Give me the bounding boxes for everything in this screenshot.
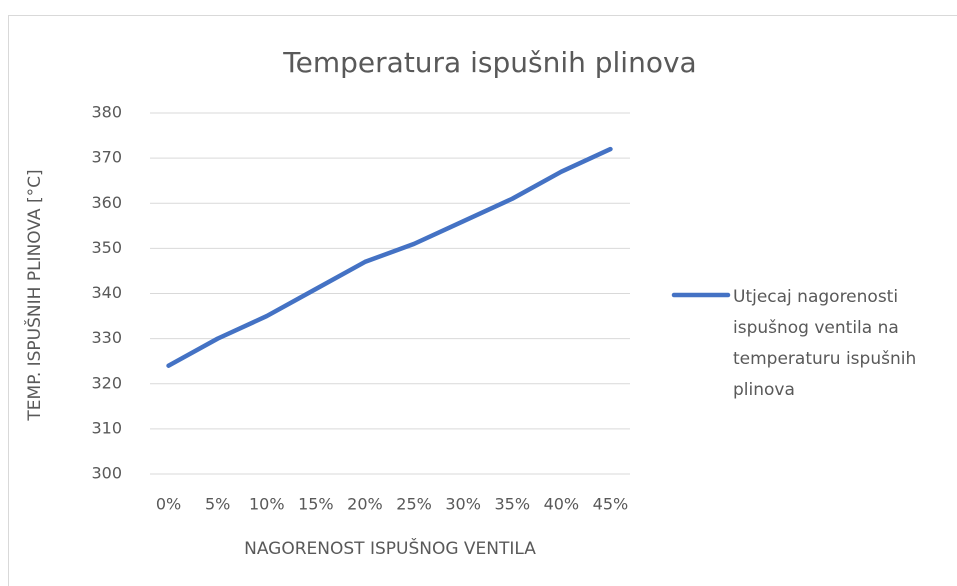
y-tick-label: 330 bbox=[91, 328, 122, 347]
x-tick-label: 5% bbox=[205, 495, 230, 514]
x-tick-label: 40% bbox=[544, 495, 580, 514]
y-tick-label: 360 bbox=[91, 193, 122, 212]
x-tick-label: 10% bbox=[249, 495, 285, 514]
y-tick-label: 320 bbox=[91, 373, 122, 392]
y-tick-label: 370 bbox=[91, 148, 122, 167]
x-tick-label: 0% bbox=[156, 495, 181, 514]
y-tick-label: 350 bbox=[91, 238, 122, 257]
chart-title: Temperatura ispušnih plinova bbox=[282, 46, 696, 79]
y-tick-label: 380 bbox=[91, 103, 122, 122]
y-axis-label: TEMP. ISPUŠNIH PLINOVA [°C] bbox=[23, 169, 45, 421]
x-tick-label: 15% bbox=[298, 495, 334, 514]
x-tick-label: 20% bbox=[347, 495, 383, 514]
x-axis-label: NAGORENOST ISPUŠNOG VENTILA bbox=[244, 537, 536, 559]
x-tick-label: 30% bbox=[445, 495, 481, 514]
y-tick-label: 300 bbox=[91, 464, 122, 483]
x-tick-label: 45% bbox=[593, 495, 629, 514]
y-tick-label: 340 bbox=[91, 283, 122, 302]
line-series bbox=[166, 146, 613, 368]
chart-border bbox=[8, 15, 957, 586]
x-tick-label: 35% bbox=[494, 495, 530, 514]
x-tick-label: 25% bbox=[396, 495, 432, 514]
legend-label: Utjecaj nagorenosti ispušnog ventila na … bbox=[733, 287, 917, 400]
y-tick-label: 310 bbox=[91, 418, 122, 437]
